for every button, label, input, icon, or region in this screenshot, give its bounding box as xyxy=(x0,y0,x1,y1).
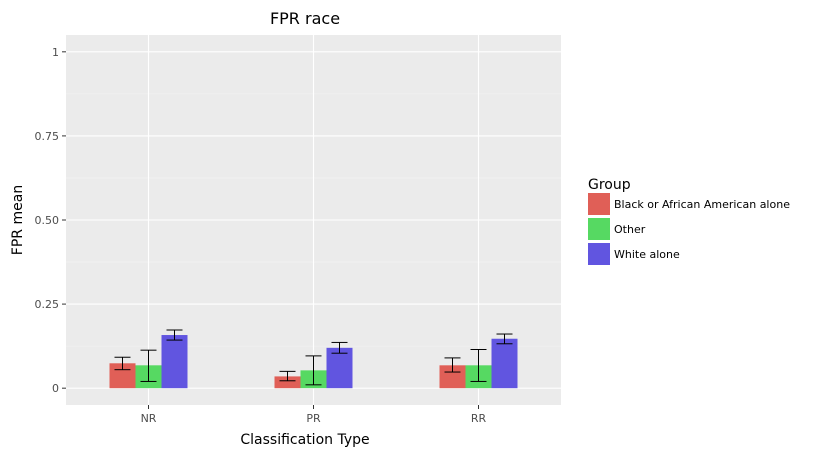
legend-label: White alone xyxy=(614,248,680,261)
chart-title: FPR race xyxy=(270,9,340,28)
x-tick-label: PR xyxy=(306,412,321,425)
bar xyxy=(274,376,301,389)
y-tick-label: 0.25 xyxy=(35,298,60,311)
legend-title: Group xyxy=(588,177,631,193)
bar xyxy=(439,365,466,389)
y-tick-label: 0.75 xyxy=(35,130,60,143)
legend-label: Black or African American alone xyxy=(614,198,790,211)
legend-label: Other xyxy=(614,223,646,236)
y-axis: 0 0.25 0.50 0.75 1 xyxy=(35,46,66,395)
y-tick-label: 0 xyxy=(52,382,59,395)
x-tick-label: RR xyxy=(471,412,487,425)
x-tick-label: NR xyxy=(141,412,157,425)
bar xyxy=(326,347,353,389)
legend-key xyxy=(588,243,610,265)
error-bars xyxy=(114,329,513,386)
y-tick-label: 1 xyxy=(52,46,59,59)
grid xyxy=(66,35,561,405)
x-axis: NR PR RR xyxy=(141,405,487,425)
bar xyxy=(491,338,518,389)
bar xyxy=(161,335,188,389)
legend-key xyxy=(588,193,610,215)
legend: Group Black or African American alone Oth… xyxy=(588,177,790,265)
y-axis-label: FPR mean xyxy=(10,185,26,255)
y-tick-label: 0.50 xyxy=(35,214,60,227)
legend-key xyxy=(588,218,610,240)
x-axis-label: Classification Type xyxy=(240,432,369,448)
